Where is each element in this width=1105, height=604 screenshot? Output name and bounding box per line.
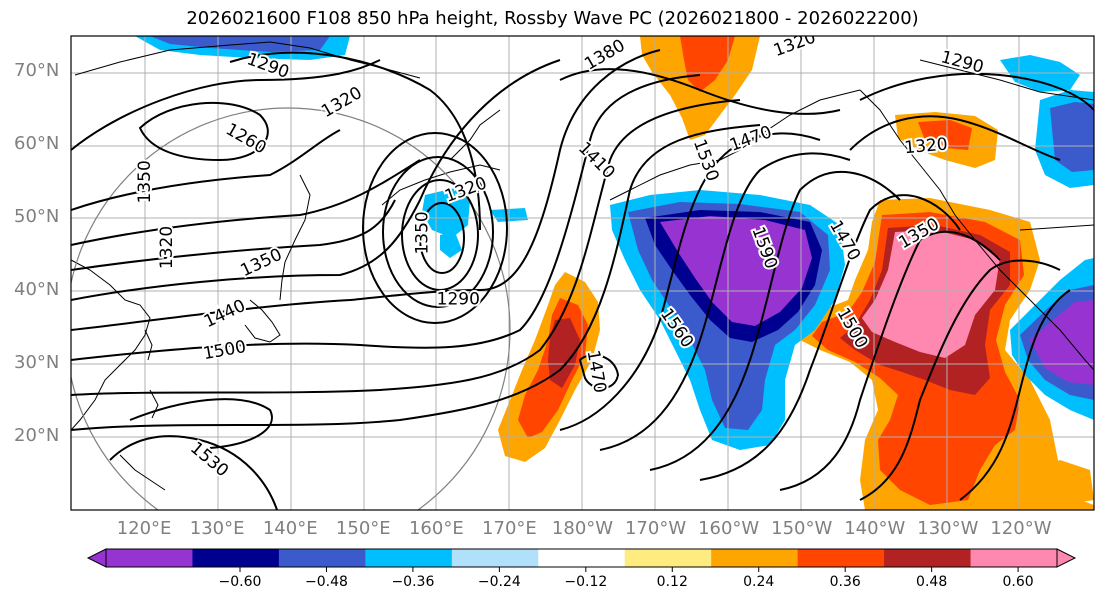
- colorbar-extend-min: [86, 548, 107, 568]
- contour-label: 1320: [155, 224, 179, 271]
- colorbar-tick-label: −0.36: [391, 574, 435, 590]
- contour-label: 1350: [411, 209, 435, 256]
- lon-label: 160°E: [408, 518, 464, 539]
- gridlines: [71, 36, 1094, 510]
- colorbar-bin: [278, 549, 366, 567]
- lon-label: 130°W: [917, 518, 979, 539]
- colorbar-tick-label: −0.24: [477, 574, 521, 590]
- lat-label: 30°N: [14, 352, 60, 374]
- colorbar-extend-max: [1056, 548, 1077, 568]
- colorbar-bin: [106, 549, 193, 567]
- map-frame: [70, 35, 1095, 511]
- colorbar-bin: [711, 549, 799, 567]
- lat-label: 50°N: [14, 206, 60, 228]
- lat-label: 70°N: [14, 60, 60, 82]
- lon-label: 130°E: [189, 518, 245, 539]
- colorbar-tick-label: 0.36: [829, 574, 861, 590]
- lon-label: 140°E: [262, 518, 318, 539]
- contour-label: 1290: [435, 288, 482, 312]
- lon-label: 120°W: [990, 518, 1052, 539]
- lon-label: 160°W: [698, 518, 760, 539]
- colorbar-bin: [970, 549, 1058, 567]
- negative-anomaly-shading: [135, 36, 1094, 450]
- colorbar-bin: [624, 549, 712, 567]
- contour-label-text: 1320: [157, 226, 177, 269]
- colorbar-tick-label: 0.48: [916, 574, 948, 590]
- colorbar-tick-label: 0.60: [1002, 574, 1034, 590]
- contour-label-text: 1290: [437, 290, 480, 310]
- lon-label: 140°W: [844, 518, 906, 539]
- lon-label: 120°E: [116, 518, 172, 539]
- colorbar-tick-label: 0.24: [743, 574, 775, 590]
- lon-label: 170°W: [624, 518, 687, 539]
- colorbar-bin: [451, 549, 539, 567]
- distance-circle: [71, 107, 511, 510]
- lon-label: 180°W: [551, 518, 614, 539]
- contour-label: 1320: [902, 133, 951, 161]
- contour-label: 1350: [133, 158, 157, 205]
- contour-label-text: 1320: [904, 135, 949, 159]
- lon-label: 150°W: [771, 518, 833, 539]
- colorbar: [86, 548, 1077, 572]
- colorbar-bin: [884, 549, 972, 567]
- contour-label-text: 1350: [135, 160, 155, 203]
- colorbar-bin: [192, 549, 280, 567]
- lat-label: 20°N: [14, 425, 60, 447]
- lon-label: 170°E: [482, 518, 537, 539]
- colorbar-bin: [538, 549, 626, 567]
- colorbar-tick-label: −0.60: [218, 574, 262, 590]
- contour-label-text: 1350: [413, 211, 433, 254]
- lat-label: 60°N: [14, 133, 60, 155]
- lon-label: 150°E: [335, 518, 391, 539]
- colorbar-frame: [105, 548, 1058, 568]
- figure-title: 2026021600 F108 850 hPa height, Rossby W…: [186, 8, 919, 29]
- colorbar-bin: [797, 549, 885, 567]
- coastlines: [71, 41, 1094, 491]
- colorbar-tick-label: −0.12: [564, 574, 608, 590]
- lat-label: 40°N: [14, 279, 60, 301]
- height-contours: [71, 49, 1094, 510]
- colorbar-tick-label: 0.12: [656, 574, 688, 590]
- colorbar-tick-label: −0.48: [305, 574, 348, 590]
- colorbar-bin: [365, 549, 453, 567]
